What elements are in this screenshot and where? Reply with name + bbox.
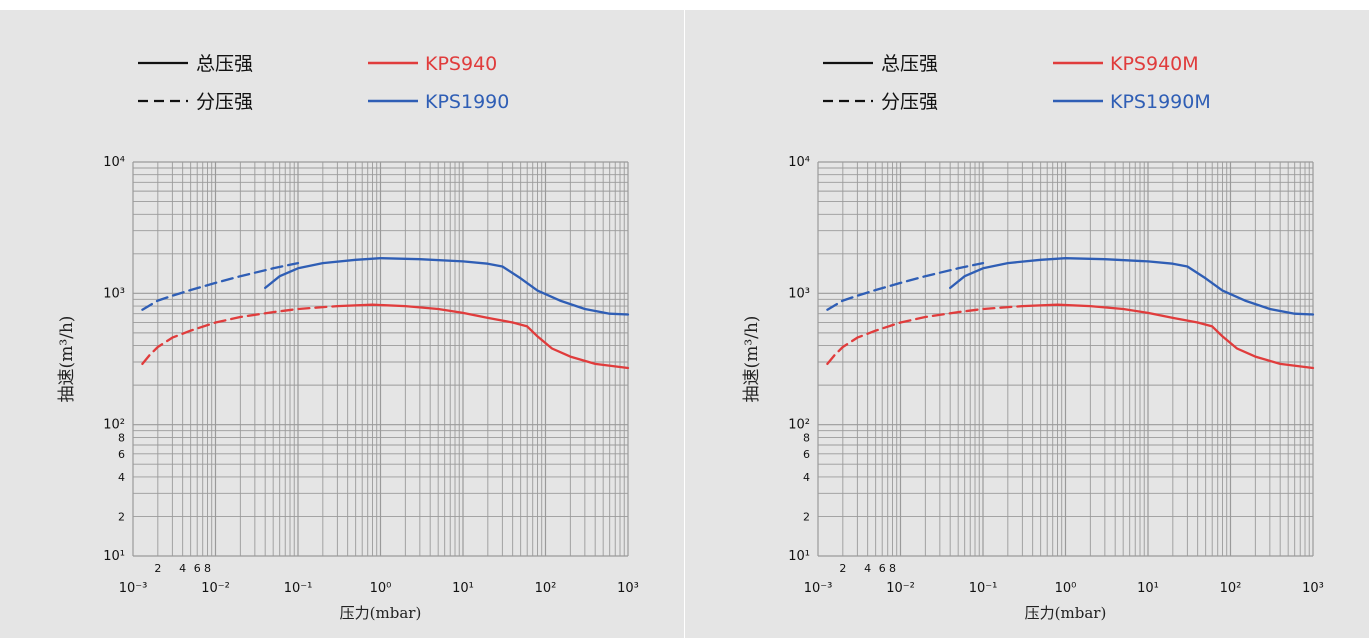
partial-pressure-curve — [826, 304, 1024, 366]
grid — [132, 161, 629, 557]
y-tick-label: 10¹ — [103, 549, 125, 564]
x-minor-label: 6 — [194, 562, 201, 575]
x-tick-label: 10² — [1220, 581, 1242, 596]
legend-series-label: KPS1990 — [425, 91, 509, 113]
y-tick-label: 10¹ — [788, 549, 810, 564]
x-tick-label: 10³ — [617, 581, 639, 596]
x-axis-label: 压力(mbar) — [340, 604, 422, 622]
x-minor-label: 2 — [839, 562, 846, 575]
x-tick-label: 10⁻³ — [804, 581, 833, 596]
total-pressure-curve — [949, 257, 1315, 316]
x-tick-label: 10⁻² — [886, 581, 915, 596]
x-tick-label: 10³ — [1302, 581, 1324, 596]
partial-pressure-curve — [141, 304, 339, 366]
y-minor-label: 4 — [803, 471, 810, 484]
y-minor-label: 2 — [803, 510, 810, 523]
x-minor-label: 2 — [154, 562, 161, 575]
series-KPS940M — [826, 303, 1315, 370]
x-tick-label: 10¹ — [452, 581, 474, 596]
x-tick-label: 10⁰ — [370, 581, 392, 596]
legend-style-label: 总压强 — [196, 53, 253, 75]
y-axis-label: 抽速(m³/h) — [57, 316, 77, 403]
x-tick-label: 10⁻¹ — [969, 581, 998, 596]
partial-pressure-curve — [826, 261, 985, 311]
legend-style-label: 分压强 — [881, 91, 938, 113]
grid — [817, 161, 1314, 557]
y-minor-label: 8 — [803, 431, 810, 444]
y-tick-label: 10⁴ — [103, 155, 125, 170]
x-minor-label: 8 — [889, 562, 896, 575]
x-tick-label: 10⁻¹ — [284, 581, 313, 596]
y-tick-label: 10⁴ — [788, 155, 810, 170]
total-pressure-curve — [336, 303, 630, 370]
y-minor-label: 6 — [803, 448, 810, 461]
x-minor-label: 4 — [864, 562, 871, 575]
y-minor-label: 2 — [118, 510, 125, 523]
series-KPS1990M — [826, 257, 1315, 316]
series-KPS940 — [141, 303, 630, 370]
x-tick-label: 10² — [535, 581, 557, 596]
x-minor-label: 4 — [179, 562, 186, 575]
y-minor-label: 4 — [118, 471, 125, 484]
legend-series-label: KPS940M — [1110, 53, 1199, 75]
total-pressure-curve — [264, 257, 630, 316]
x-tick-label: 10⁻³ — [119, 581, 148, 596]
x-axis-label: 压力(mbar) — [1025, 604, 1107, 622]
chart-panel-left: 10⁻³ 10⁻² 10⁻¹ 10⁰ 10¹ 10² 10³ 2 4 6 8 10¹ 10² 10³ 10⁴… — [0, 10, 684, 638]
y-tick-label: 10³ — [788, 286, 810, 301]
x-tick-label: 10¹ — [1137, 581, 1159, 596]
x-tick-label: 10⁻² — [201, 581, 230, 596]
chart-panel-right: 10⁻³ 10⁻² 10⁻¹ 10⁰ 10¹ 10² 10³ 2 4 6 8 10¹ 10² 10³ 10⁴… — [685, 10, 1369, 638]
x-minor-label: 8 — [204, 562, 211, 575]
y-minor-label: 8 — [118, 431, 125, 444]
legend-style-label: 总压强 — [881, 53, 938, 75]
y-tick-label: 10³ — [103, 286, 125, 301]
y-axis-label: 抽速(m³/h) — [742, 316, 762, 403]
series-KPS1990 — [141, 257, 630, 316]
legend-series-label: KPS1990M — [1110, 91, 1211, 113]
y-minor-label: 6 — [118, 448, 125, 461]
y-tick-label: 10² — [103, 418, 125, 433]
legend-series-label: KPS940 — [425, 53, 497, 75]
x-minor-label: 6 — [879, 562, 886, 575]
partial-pressure-curve — [141, 261, 300, 311]
x-tick-label: 10⁰ — [1055, 581, 1077, 596]
legend-style-label: 分压强 — [196, 91, 253, 113]
total-pressure-curve — [1021, 303, 1315, 370]
y-tick-label: 10² — [788, 418, 810, 433]
